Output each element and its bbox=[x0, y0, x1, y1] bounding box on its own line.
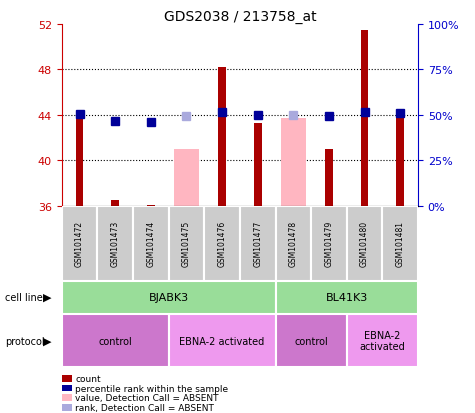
Text: cell line: cell line bbox=[5, 292, 42, 302]
Bar bbox=[276, 314, 347, 368]
Text: GSM101481: GSM101481 bbox=[396, 221, 405, 267]
Bar bbox=[281, 119, 306, 206]
Bar bbox=[111, 201, 119, 206]
Bar bbox=[240, 206, 276, 281]
Bar bbox=[347, 314, 418, 368]
Bar bbox=[276, 281, 418, 314]
Text: BJABK3: BJABK3 bbox=[149, 292, 189, 302]
Bar bbox=[311, 206, 347, 281]
Text: GSM101479: GSM101479 bbox=[324, 221, 333, 267]
Bar bbox=[169, 314, 276, 368]
Text: EBNA-2
activated: EBNA-2 activated bbox=[360, 330, 405, 351]
Text: control: control bbox=[98, 336, 132, 346]
Text: percentile rank within the sample: percentile rank within the sample bbox=[75, 384, 228, 393]
Bar bbox=[62, 281, 276, 314]
Bar bbox=[76, 114, 84, 206]
Bar bbox=[382, 206, 418, 281]
Text: GSM101472: GSM101472 bbox=[75, 221, 84, 267]
Text: EBNA-2 activated: EBNA-2 activated bbox=[180, 336, 265, 346]
Text: ▶: ▶ bbox=[43, 292, 52, 302]
Bar bbox=[276, 206, 311, 281]
Text: GSM101477: GSM101477 bbox=[253, 221, 262, 267]
Bar bbox=[62, 314, 169, 368]
Bar bbox=[347, 206, 382, 281]
Title: GDS2038 / 213758_at: GDS2038 / 213758_at bbox=[163, 10, 316, 24]
Bar bbox=[133, 206, 169, 281]
Text: GSM101480: GSM101480 bbox=[360, 221, 369, 267]
Text: BL41K3: BL41K3 bbox=[326, 292, 368, 302]
Bar bbox=[325, 150, 333, 206]
Text: GSM101478: GSM101478 bbox=[289, 221, 298, 267]
Bar bbox=[97, 206, 133, 281]
Text: control: control bbox=[294, 336, 328, 346]
Bar bbox=[361, 31, 369, 206]
Text: count: count bbox=[75, 374, 101, 383]
Text: ▶: ▶ bbox=[43, 336, 52, 346]
Text: value, Detection Call = ABSENT: value, Detection Call = ABSENT bbox=[75, 393, 218, 402]
Bar bbox=[218, 68, 226, 206]
Bar bbox=[169, 206, 204, 281]
Text: rank, Detection Call = ABSENT: rank, Detection Call = ABSENT bbox=[75, 403, 214, 412]
Text: GSM101476: GSM101476 bbox=[218, 221, 227, 267]
Text: protocol: protocol bbox=[5, 336, 44, 346]
Bar bbox=[174, 150, 199, 206]
Bar bbox=[204, 206, 240, 281]
Text: GSM101473: GSM101473 bbox=[111, 221, 120, 267]
Text: GSM101475: GSM101475 bbox=[182, 221, 191, 267]
Bar bbox=[396, 113, 404, 206]
Bar bbox=[147, 205, 155, 206]
Bar bbox=[254, 123, 262, 206]
Text: GSM101474: GSM101474 bbox=[146, 221, 155, 267]
Bar bbox=[62, 206, 97, 281]
